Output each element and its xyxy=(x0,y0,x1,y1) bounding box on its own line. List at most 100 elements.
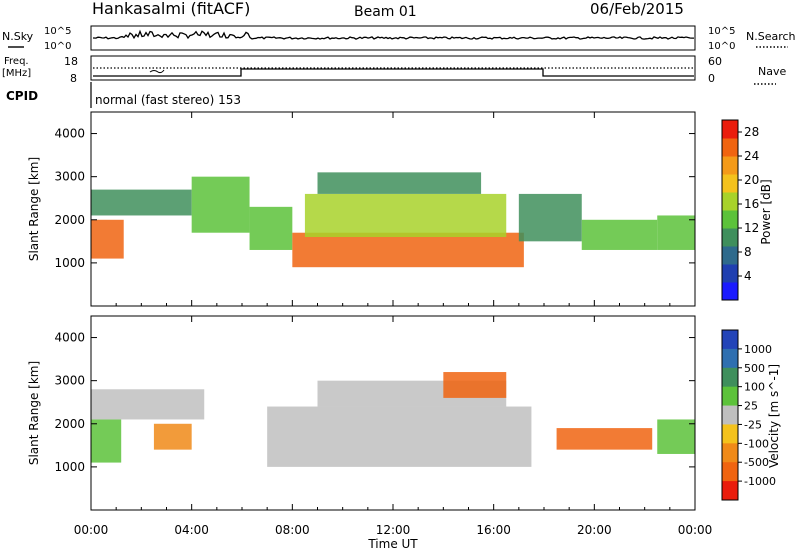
power-colorbar-frame xyxy=(721,119,739,301)
freq-trace xyxy=(93,68,694,77)
velocity-y-ticks: 1000 2000 3000 4000 xyxy=(54,331,695,474)
velocity-colorbar-cells xyxy=(722,330,738,501)
colorbar-cell xyxy=(722,367,738,388)
velocity-ylabel: Slant Range [km] xyxy=(27,361,41,465)
x-tick-label: 08:00 xyxy=(275,523,310,537)
noise-tick-right-top: 10^5 xyxy=(708,26,735,37)
power-x-ticks xyxy=(90,112,696,306)
y-tick-label: 2000 xyxy=(54,213,85,227)
power-bands xyxy=(91,172,695,268)
colorbar-tick-label: 8 xyxy=(744,245,752,259)
y-tick-label: 2000 xyxy=(54,417,85,431)
x-tick-label: 00:00 xyxy=(74,523,109,537)
scatter-band xyxy=(518,193,582,242)
velocity-xlabel: Time UT xyxy=(367,537,418,551)
x-tick-label: 16:00 xyxy=(476,523,511,537)
nsky-label: N.Sky xyxy=(2,30,34,43)
velocity-colorbar-label: Velocity [m s^-1] xyxy=(767,364,781,468)
power-ylabel: Slant Range [km] xyxy=(27,157,41,261)
velocity-bands xyxy=(91,372,695,467)
colorbar-cell xyxy=(722,424,738,444)
colorbar-tick-label: 100 xyxy=(744,381,765,394)
date-title: 06/Feb/2015 xyxy=(590,0,684,18)
colorbar-cell xyxy=(722,386,738,407)
colorbar-tick-label: 1000 xyxy=(744,343,772,356)
power-colorbar: 4 8 12 16 20 24 28 Power [dB] xyxy=(721,119,773,301)
velocity-colorbar-frame xyxy=(721,329,739,501)
scatter-band xyxy=(91,189,192,216)
x-tick-label: 00:00 xyxy=(678,523,713,537)
scatter-band xyxy=(443,372,507,398)
colorbar-cell xyxy=(722,246,738,265)
colorbar-tick-label: 16 xyxy=(744,197,759,211)
colorbar-tick-label: 24 xyxy=(744,149,759,163)
velocity-x-ticks: 00:00 04:00 08:00 12:00 16:00 20:00 00:00 xyxy=(74,316,713,537)
power-panel: 1000 2000 3000 4000 Slant Range [km] xyxy=(27,111,696,307)
velocity-colorbar-ticks: 1000 500 100 25 -25 -100 -500 -1000 xyxy=(738,343,776,488)
scatter-band xyxy=(317,172,482,194)
scatter-band xyxy=(91,419,122,463)
nave-tick-top: 60 xyxy=(708,55,722,68)
colorbar-tick-label: 20 xyxy=(744,173,759,187)
y-tick-label: 1000 xyxy=(54,460,85,474)
colorbar-tick-label: -100 xyxy=(744,437,769,450)
colorbar-cell xyxy=(722,282,738,301)
nave-label: Nave xyxy=(758,65,786,78)
colorbar-cell xyxy=(722,138,738,157)
colorbar-tick-label: 4 xyxy=(744,269,752,283)
colorbar-cell xyxy=(722,330,738,350)
noise-panel-frame xyxy=(90,25,696,51)
noise-tick-left-top: 10^5 xyxy=(44,26,71,37)
colorbar-cell xyxy=(722,348,738,369)
scatter-band xyxy=(657,215,695,250)
freq-tick-bottom: 8 xyxy=(70,72,77,85)
power-colorbar-label: Power [dB] xyxy=(759,179,773,244)
colorbar-cell xyxy=(722,481,738,501)
scatter-band xyxy=(91,389,205,420)
noise-tick-left-bottom: 10^0 xyxy=(44,41,71,52)
scatter-band xyxy=(249,206,293,250)
noise-tick-right-bottom: 10^0 xyxy=(708,41,735,52)
scatter-band xyxy=(657,419,695,454)
y-tick-label: 1000 xyxy=(54,256,85,270)
scatter-band xyxy=(267,406,532,467)
colorbar-cell xyxy=(722,156,738,175)
freq-panel: Freq. [MHz] 18 8 60 0 Nave xyxy=(2,55,786,85)
colorbar-cell xyxy=(722,120,738,139)
colorbar-cell xyxy=(722,405,738,425)
power-colorbar-cells xyxy=(722,120,738,301)
velocity-panel: 1000 2000 3000 4000 00:00 04:00 08:00 12:00 16:… xyxy=(27,315,713,551)
y-tick-label: 3000 xyxy=(54,170,85,184)
colorbar-cell xyxy=(722,228,738,247)
freq-blip xyxy=(149,69,165,74)
colorbar-cell xyxy=(722,192,738,211)
power-colorbar-ticks: 4 8 12 16 20 24 28 xyxy=(738,125,759,283)
colorbar-tick-label: 28 xyxy=(744,125,759,139)
colorbar-cell xyxy=(722,210,738,229)
y-tick-label: 4000 xyxy=(54,127,85,141)
scatter-band xyxy=(191,176,250,233)
colorbar-tick-label: -500 xyxy=(744,456,769,469)
x-tick-label: 12:00 xyxy=(376,523,411,537)
colorbar-tick-label: 25 xyxy=(744,400,758,413)
noise-panel: N.Sky N.Search 10^5 10^0 10^5 10^0 xyxy=(2,25,796,52)
scatter-band xyxy=(153,423,192,450)
y-tick-label: 4000 xyxy=(54,331,85,345)
noise-sky-trace xyxy=(93,29,694,40)
nave-tick-bottom: 0 xyxy=(708,72,715,85)
colorbar-cell xyxy=(722,174,738,193)
nsearch-label: N.Search xyxy=(746,30,796,43)
freq-label-bottom: [MHz] xyxy=(2,68,31,79)
scatter-band xyxy=(91,219,124,259)
cpid-value: normal (fast stereo) 153 xyxy=(95,93,241,107)
power-y-ticks: 1000 2000 3000 4000 xyxy=(54,127,695,270)
cpid-label: CPID xyxy=(6,89,38,103)
freq-label-top: Freq. xyxy=(4,56,29,67)
colorbar-tick-label: 12 xyxy=(744,221,759,235)
colorbar-cell xyxy=(722,443,738,463)
station-title: Hankasalmi (fitACF) xyxy=(92,0,250,18)
x-tick-label: 04:00 xyxy=(174,523,209,537)
scatter-band xyxy=(304,193,507,238)
x-tick-label: 20:00 xyxy=(577,523,612,537)
